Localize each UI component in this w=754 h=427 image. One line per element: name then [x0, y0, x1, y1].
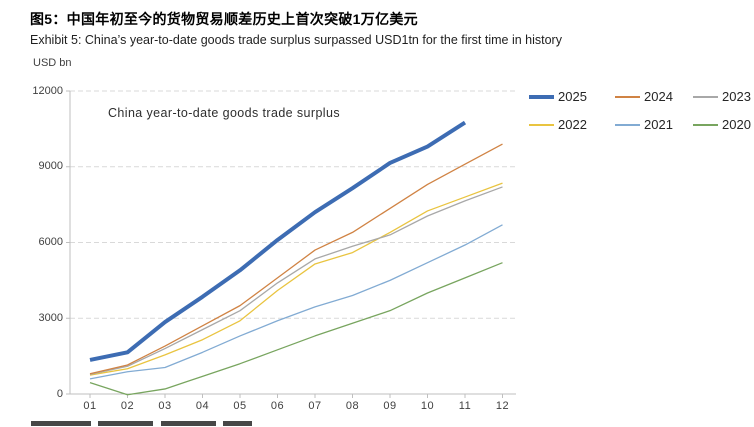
cropped-text-fragment — [31, 421, 91, 426]
legend-line-swatch — [529, 123, 554, 126]
cropped-text-fragment — [98, 421, 153, 426]
x-tick-label: 12 — [495, 400, 510, 412]
legend-item-2020: 2020 — [693, 117, 751, 132]
legend-item-2022: 2022 — [529, 117, 615, 132]
chart-inner-title: China year-to-date goods trade surplus — [108, 106, 340, 120]
x-tick-label: 09 — [383, 400, 397, 412]
x-tick-label: 01 — [83, 400, 97, 412]
series-line-2022 — [89, 182, 503, 376]
legend-label: 2025 — [558, 89, 587, 104]
legend-item-2025: 2025 — [529, 89, 615, 104]
chart-legend: 2025 2024 2023 2022 2021 2020 — [529, 89, 751, 132]
legend-label: 2023 — [722, 89, 751, 104]
legend-label: 2021 — [644, 117, 673, 132]
series-line-2020 — [89, 262, 503, 396]
legend-item-2023: 2023 — [693, 89, 751, 104]
legend-label: 2022 — [558, 117, 587, 132]
series-line-2021 — [89, 224, 503, 380]
legend-line-swatch — [529, 94, 554, 99]
legend-line-swatch — [615, 95, 640, 98]
y-tick-label: 6000 — [38, 236, 63, 248]
y-tick-label: 3000 — [38, 311, 63, 324]
legend-line-swatch — [693, 123, 718, 126]
series-line-2023 — [89, 186, 503, 375]
x-tick-label: 11 — [458, 400, 472, 412]
legend-label: 2020 — [722, 117, 751, 132]
x-tick-label: 08 — [345, 400, 360, 412]
y-tick-label: 12000 — [32, 84, 63, 97]
exhibit-title-chinese: 图5：中国年初至今的货物贸易顺差历史上首次突破1万亿美元 — [30, 11, 418, 27]
cropped-text-fragment — [161, 421, 216, 426]
y-tick-label: 9000 — [38, 160, 63, 173]
legend-label: 2024 — [644, 89, 673, 104]
legend-line-swatch — [615, 123, 640, 126]
x-tick-label: 07 — [308, 400, 322, 412]
legend-line-swatch — [693, 95, 718, 98]
x-tick-label: 04 — [195, 400, 210, 412]
x-tick-label: 05 — [233, 400, 247, 412]
y-tick-label: 0 — [56, 387, 63, 400]
legend-item-2021: 2021 — [615, 117, 693, 132]
legend-item-2024: 2024 — [615, 89, 693, 104]
exhibit-title-english: Exhibit 5: China’s year-to-date goods tr… — [30, 33, 562, 47]
x-tick-label: 06 — [270, 400, 285, 412]
series-line-2024 — [89, 143, 503, 375]
x-tick-label: 02 — [120, 400, 135, 412]
cropped-text-fragment — [223, 421, 252, 426]
x-tick-label: 10 — [420, 400, 435, 412]
series-line-2025 — [89, 120, 467, 362]
x-tick-label: 03 — [158, 400, 172, 412]
y-axis-unit-label: USD bn — [33, 57, 72, 69]
